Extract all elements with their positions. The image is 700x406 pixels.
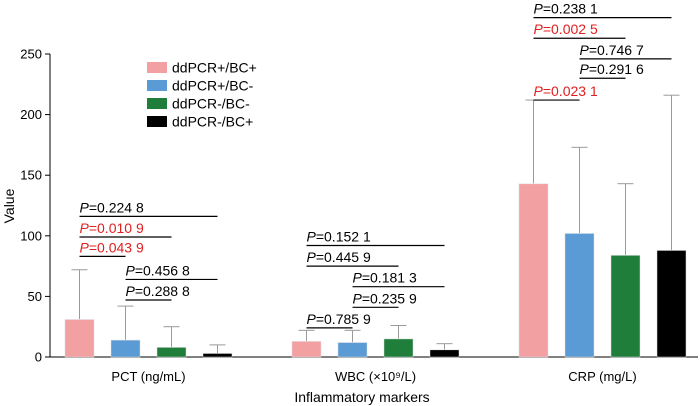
p-value-label: P=0.043 9: [80, 239, 144, 255]
bar: [337, 342, 368, 358]
p-value-label: P=0.456 8: [126, 262, 190, 278]
x-tick-label: CRP (mg/L): [568, 369, 636, 384]
y-tick-label: 250: [20, 47, 42, 62]
p-value-label: P=0.445 9: [307, 249, 371, 265]
p-value: =0.010 9: [89, 220, 144, 236]
annotations-layer: P=0.224 8P=0.010 9P=0.043 9P=0.456 8P=0.…: [79, 1, 672, 329]
p-symbol: P: [307, 311, 317, 327]
bar: [156, 347, 187, 358]
p-value: =0.235 9: [362, 290, 417, 306]
p-value: =0.002 5: [543, 21, 598, 37]
p-value-label: P=0.181 3: [353, 270, 417, 286]
p-symbol: P: [80, 199, 90, 215]
legend-label: ddPCR-/BC-: [172, 96, 250, 112]
p-value: =0.224 8: [89, 199, 144, 215]
bar: [564, 233, 595, 358]
x-tick-label: PCT (ng/mL): [111, 369, 185, 384]
p-value: =0.785 9: [316, 311, 371, 327]
bar: [518, 183, 549, 358]
p-value: =0.238 1: [543, 1, 598, 17]
p-value-label: P=0.291 6: [580, 61, 644, 77]
p-symbol: P: [534, 83, 544, 99]
bar: [202, 353, 233, 358]
bar: [64, 319, 95, 358]
p-symbol: P: [534, 21, 544, 37]
p-value-label: P=0.238 1: [534, 1, 598, 17]
p-symbol: P: [307, 249, 317, 265]
p-value: =0.043 9: [89, 239, 144, 255]
legend-label: ddPCR+/BC-: [172, 78, 254, 94]
p-symbol: P: [534, 1, 544, 17]
y-tick-label: 100: [20, 228, 42, 243]
p-value-label: P=0.235 9: [353, 290, 417, 306]
x-tick-label: WBC (×10⁹/L): [335, 369, 416, 384]
legend-label: ddPCR-/BC+: [172, 114, 253, 130]
p-value-label: P=0.746 7: [580, 42, 644, 58]
legend-swatch: [147, 116, 167, 127]
bar: [656, 250, 687, 358]
p-value-label: P=0.023 1: [534, 83, 598, 99]
x-axis-label: Inflammatory markers: [294, 389, 429, 405]
bar: [110, 339, 141, 358]
y-tick-label: 200: [20, 107, 42, 122]
p-value-label: P=0.152 1: [307, 228, 371, 244]
p-symbol: P: [80, 220, 90, 236]
legend-swatch: [147, 98, 167, 109]
p-symbol: P: [307, 228, 317, 244]
p-symbol: P: [580, 61, 590, 77]
legend-swatch: [147, 62, 167, 73]
p-value: =0.023 1: [543, 83, 598, 99]
p-symbol: P: [353, 290, 363, 306]
p-symbol: P: [580, 42, 590, 58]
bar: [291, 340, 322, 358]
y-tick-label: 50: [28, 289, 42, 304]
legend-label: ddPCR+/BC+: [172, 60, 257, 76]
bar: [429, 349, 460, 358]
p-value: =0.288 8: [135, 283, 190, 299]
axes-layer: 0 50 100 150 200 250 PCT (ng/mL) WBC (×10⁹/L) CR…: [20, 47, 698, 384]
p-value: =0.152 1: [316, 228, 371, 244]
y-tick-label: 0: [35, 350, 42, 365]
p-value: =0.445 9: [316, 249, 371, 265]
bars-layer: [64, 94, 687, 358]
p-symbol: P: [126, 283, 136, 299]
bar: [610, 254, 641, 358]
y-tick-label: 150: [20, 168, 42, 183]
p-symbol: P: [126, 262, 136, 278]
p-symbol: P: [80, 239, 90, 255]
p-value: =0.456 8: [135, 262, 190, 278]
p-value: =0.181 3: [362, 270, 417, 286]
y-axis-label: Value: [1, 188, 17, 223]
p-value-label: P=0.002 5: [534, 21, 598, 37]
p-value-label: P=0.288 8: [126, 283, 190, 299]
legend: ddPCR+/BC+ ddPCR+/BC-ddPCR-/BC-ddPCR-/BC+: [147, 60, 257, 130]
p-symbol: P: [353, 270, 363, 286]
legend-swatch: [147, 80, 167, 91]
bar: [383, 338, 414, 358]
p-value-label: P=0.785 9: [307, 311, 371, 327]
p-value-label: P=0.224 8: [80, 199, 144, 215]
p-value-label: P=0.010 9: [80, 220, 144, 236]
p-value: =0.291 6: [589, 61, 644, 77]
p-value: =0.746 7: [589, 42, 644, 58]
